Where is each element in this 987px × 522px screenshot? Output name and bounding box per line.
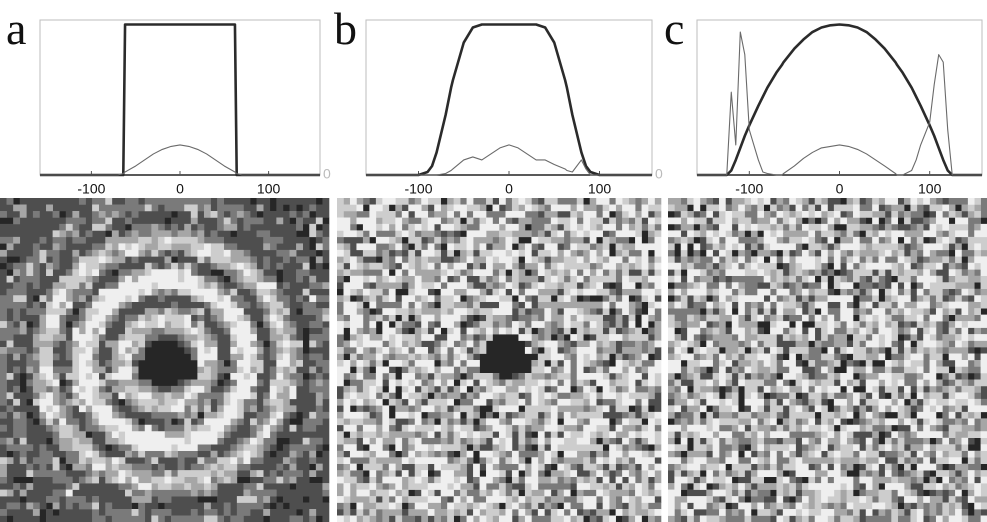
signal-line (40, 144, 320, 176)
x-tick-label: 100 (588, 181, 612, 197)
image-pixels (668, 198, 987, 522)
image-pixels (668, 198, 987, 522)
image-pixels (337, 198, 655, 522)
panel-label: c (664, 3, 684, 54)
panel-label: a (6, 3, 26, 54)
profile-line (697, 23, 982, 177)
signal-line (366, 144, 652, 176)
x-tick-label: -100 (404, 181, 432, 197)
x-tick-label: 0 (505, 181, 513, 197)
image-pixels (39, 236, 317, 497)
x-tick-label: 100 (918, 181, 942, 197)
image-pixels (0, 198, 330, 522)
image-pixels (0, 198, 330, 522)
x-tick-label: 0 (176, 181, 184, 197)
y-tick-label: 0 (655, 166, 663, 182)
signal-line (697, 31, 982, 176)
x-tick-label: -100 (77, 181, 105, 197)
x-tick-label: -100 (735, 181, 763, 197)
panel-label: b (334, 3, 357, 54)
x-tick-label: 0 (836, 181, 844, 197)
x-tick-label: 100 (257, 181, 281, 197)
image-pixels (337, 198, 662, 522)
y-tick-label: 0 (323, 166, 331, 182)
